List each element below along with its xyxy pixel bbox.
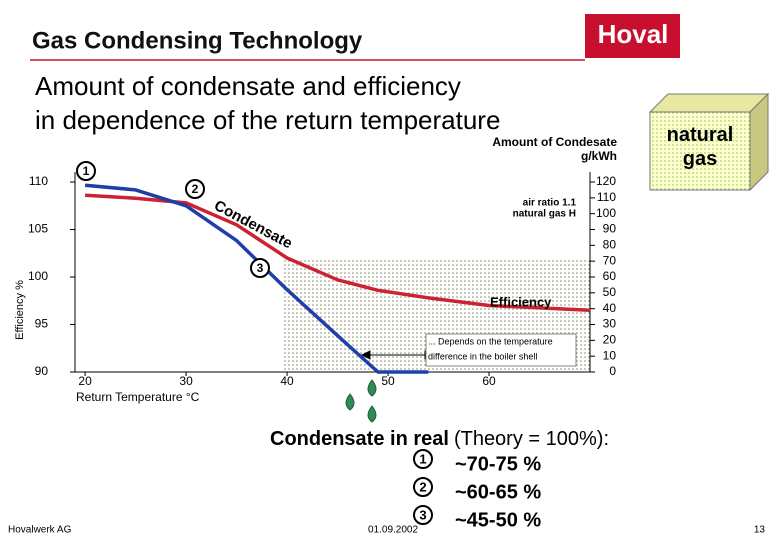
subtitle-line: Amount of condensate and efficiency — [35, 71, 461, 101]
text: Condensate in real — [270, 428, 449, 450]
marker-label: 1 — [83, 164, 90, 178]
y2-tick-label: 90 — [603, 222, 617, 236]
y2-tick-label: 100 — [596, 206, 616, 220]
y-tick-label: 105 — [28, 222, 48, 236]
y2-tick-label: 120 — [596, 174, 616, 188]
summary-item: ~45-50 % — [455, 509, 541, 531]
logo-box — [585, 14, 680, 58]
badge: natural gas — [648, 92, 770, 192]
logo: Hoval — [598, 19, 669, 49]
summary-marker — [413, 505, 433, 525]
y2-tick-label: 40 — [603, 301, 617, 315]
y2-tick-label: 70 — [603, 253, 617, 267]
annotation: air ratio 1.1 — [523, 198, 577, 209]
y2-tick-label: 80 — [603, 238, 617, 252]
summary-item: ~70-75 % — [455, 453, 541, 475]
y2-tick-label: 110 — [597, 190, 616, 204]
series-label: Condensate — [211, 197, 295, 252]
series-label: Efficiency — [490, 294, 552, 309]
y-tick-label: 100 — [28, 269, 48, 283]
y2-tick-label: 30 — [603, 317, 617, 331]
marker-label: 3 — [257, 261, 264, 275]
y2-axis-label: Amount of Condesate — [492, 135, 617, 149]
series-line — [84, 193, 591, 313]
drops — [345, 379, 377, 423]
summary-marker — [413, 477, 433, 497]
x-tick-label: 20 — [78, 374, 92, 388]
summary-heading: Condensate in real (Theory = 100%): — [270, 428, 609, 450]
y-axis-label: Efficiency % — [14, 280, 26, 340]
summary-marker-label: 1 — [419, 451, 426, 466]
subtitle-line: in dependence of the return temperature — [35, 105, 500, 135]
footer-company: Hovalwerk AG — [8, 525, 72, 536]
x-axis-label: Return Temperature °C — [76, 390, 200, 404]
summary-marker-label: 3 — [419, 507, 426, 522]
x-tick-label: 40 — [280, 374, 294, 388]
x-tick-label: 30 — [179, 374, 193, 388]
badge-label: natural gas — [667, 124, 734, 170]
y2-tick-label: 10 — [603, 348, 617, 362]
y2-tick-label: 0 — [609, 364, 616, 378]
marker-circle — [185, 179, 205, 199]
y2-tick-label: 20 — [603, 333, 617, 347]
y2-axis-label: g/kWh — [581, 149, 617, 163]
summary-marker-label: 2 — [419, 479, 426, 494]
y2-tick-label: 50 — [603, 285, 617, 299]
slide-title: Gas Condensing Technology — [32, 27, 363, 54]
annotation: difference in the boiler shell — [428, 351, 537, 361]
x-tick-label: 50 — [381, 374, 395, 388]
x-tick-label: 60 — [482, 374, 496, 388]
annotation: ... Depends on the temperature — [428, 336, 553, 346]
text: (Theory = 100%): — [454, 428, 609, 450]
summary-marker — [413, 449, 433, 469]
annotation: natural gas H — [513, 209, 576, 220]
y-tick-label: 90 — [35, 364, 49, 378]
footer-date: 01.09.2002 — [368, 525, 418, 536]
y2-tick-label: 60 — [603, 269, 617, 283]
y-tick-label: 95 — [35, 317, 49, 331]
marker-circle — [76, 161, 96, 181]
marker-label: 2 — [192, 182, 199, 196]
y-tick-label: 110 — [29, 174, 48, 188]
page-number: 13 — [754, 525, 766, 536]
summary-item: ~60-65 % — [455, 481, 541, 503]
annotation-box — [425, 333, 577, 367]
marker-circle — [250, 258, 270, 278]
